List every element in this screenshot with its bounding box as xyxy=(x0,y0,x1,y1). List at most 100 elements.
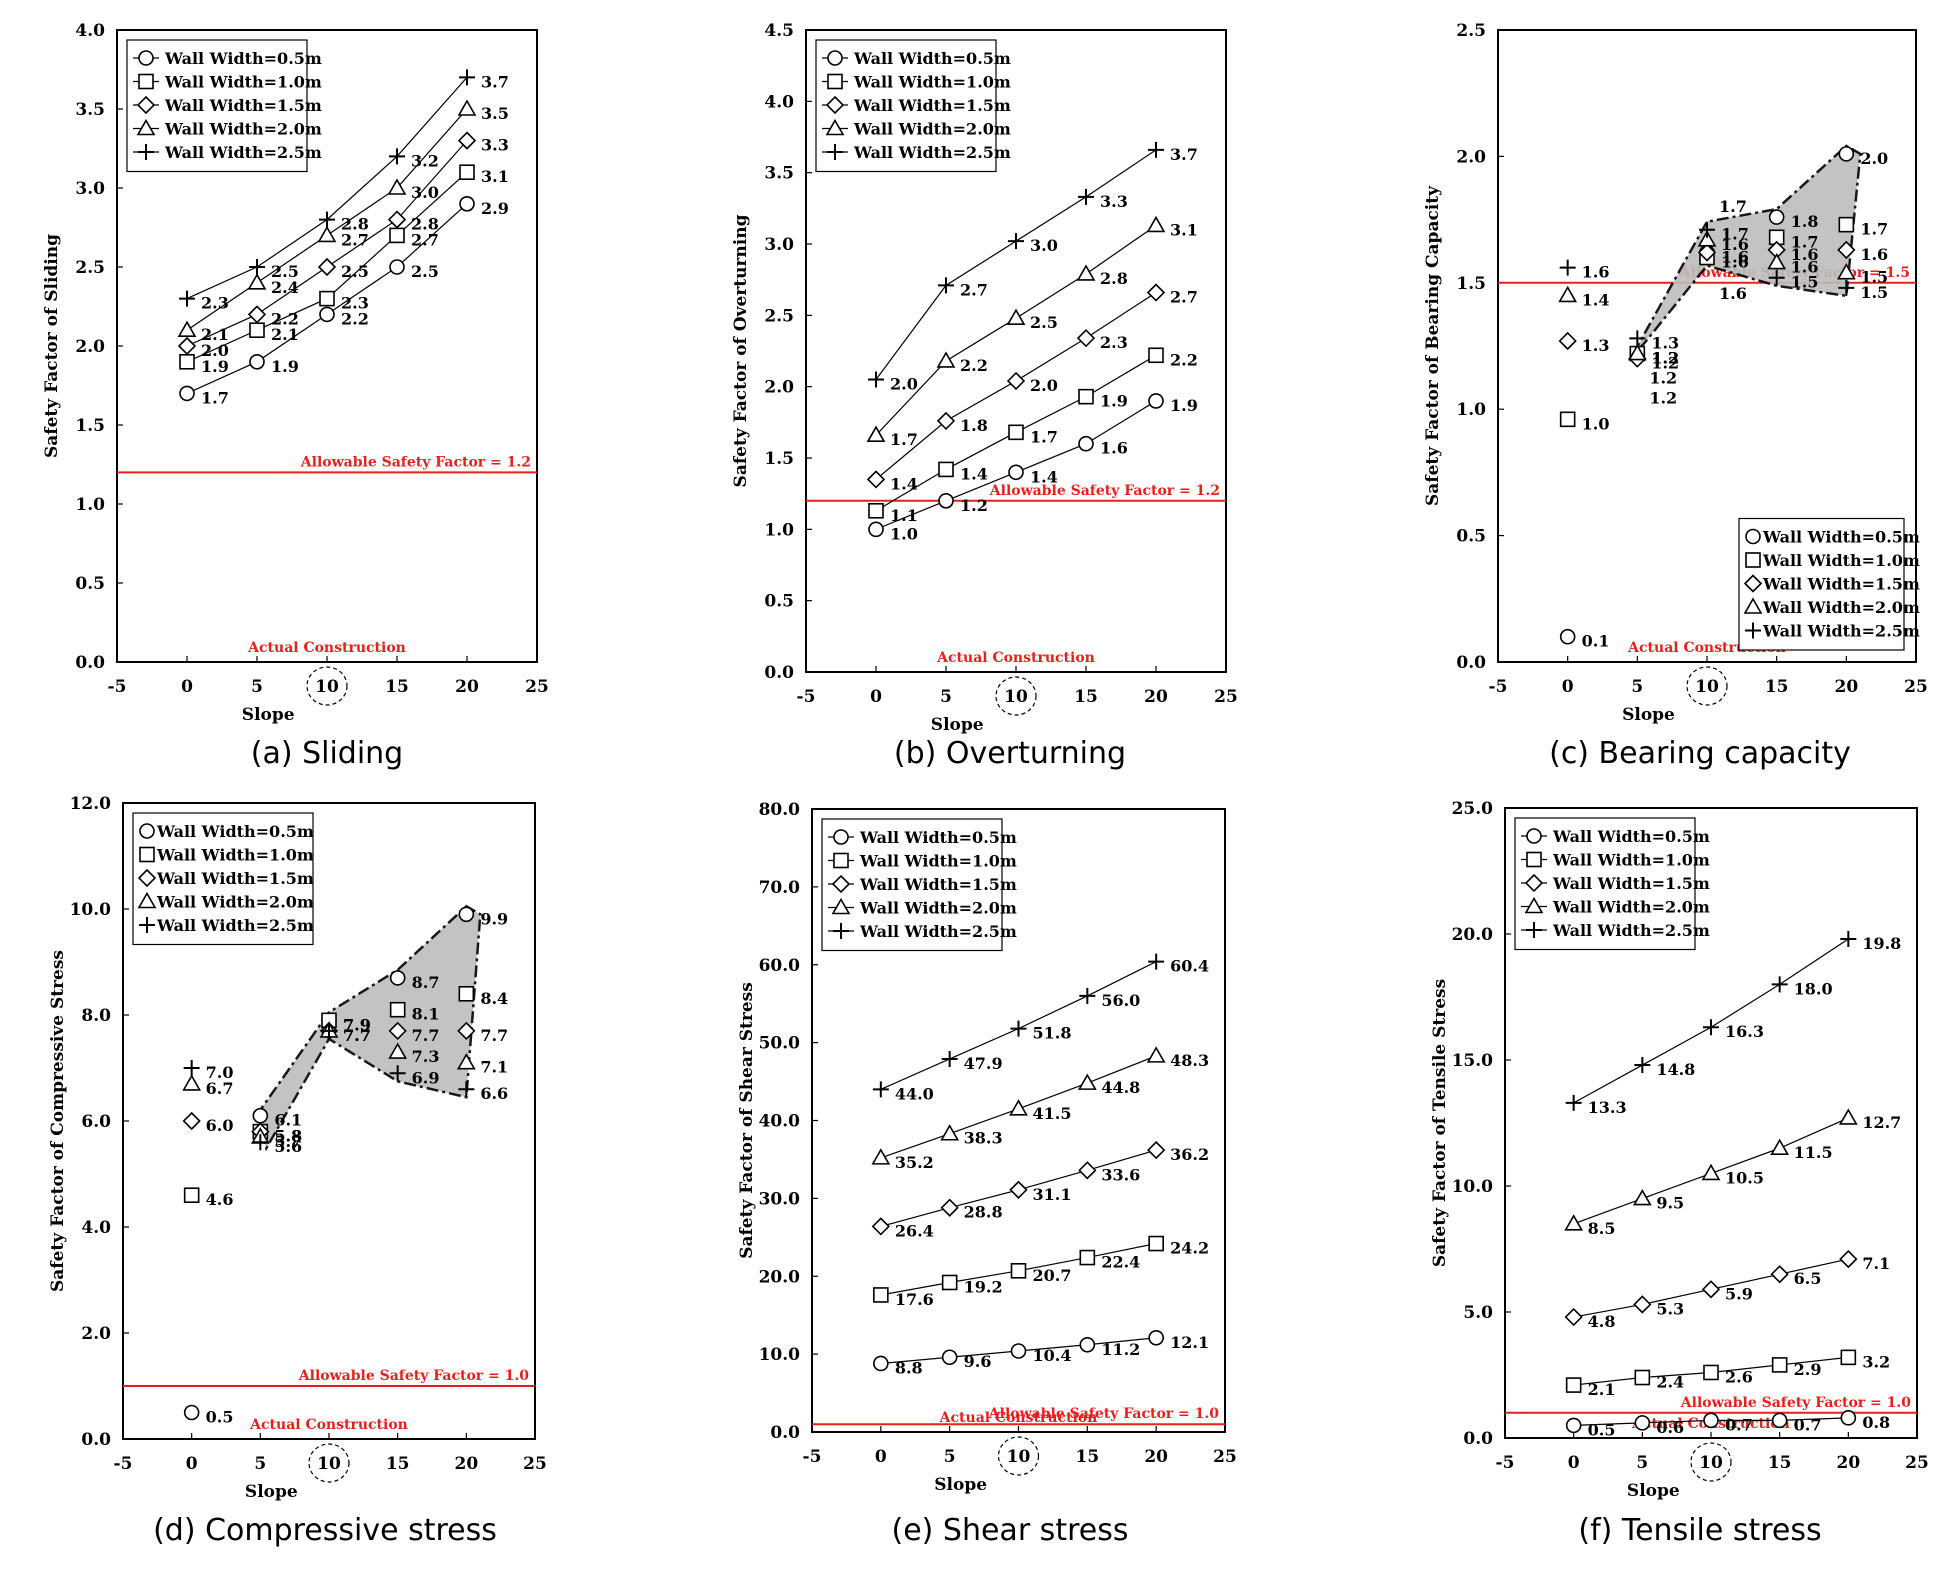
data-label: 1.6 xyxy=(1791,245,1819,264)
y-tick-label: 2.5 xyxy=(1456,21,1486,41)
data-label: 3.5 xyxy=(481,104,509,123)
data-point xyxy=(941,1050,958,1067)
data-point xyxy=(179,353,195,370)
data-label: 3.1 xyxy=(1170,220,1198,239)
x-tick-label: 20 xyxy=(454,1454,478,1474)
legend-marker xyxy=(137,868,157,888)
x-tick-label: 0 xyxy=(870,687,882,707)
x-tick-label: 15 xyxy=(385,677,409,697)
actual-construction-marker xyxy=(306,666,348,706)
x-tick-label: 20 xyxy=(1834,677,1858,697)
series-1: 1.7 1.9 2.2 2.5 2.9 xyxy=(179,196,509,407)
legend-label: Wall Width=2.0m xyxy=(1552,898,1710,917)
x-axis-title: Slope xyxy=(934,1475,987,1495)
y-tick-label: 20.0 xyxy=(1452,925,1494,945)
data-label: 2.0 xyxy=(890,375,918,394)
data-label: 19.2 xyxy=(964,1277,1003,1296)
actual-construction-label: Actual Construction xyxy=(249,1417,408,1433)
x-tick-label: 10 xyxy=(315,677,339,697)
data-point xyxy=(1840,1349,1857,1366)
data-point xyxy=(458,1081,475,1098)
data-label: 3.7 xyxy=(1170,145,1198,164)
data-label: 1.4 xyxy=(890,474,918,493)
shaded-region xyxy=(1632,144,1862,355)
data-label: 1.6 xyxy=(1721,247,1749,266)
x-tick-label: 0 xyxy=(181,677,193,697)
data-point xyxy=(388,1042,408,1059)
legend-marker xyxy=(138,50,154,66)
data-label: 8.4 xyxy=(480,989,508,1008)
panel-caption: (c) Bearing capacity xyxy=(1549,736,1851,771)
data-label: 3.2 xyxy=(1862,1352,1890,1371)
data-point xyxy=(1634,1369,1651,1386)
data-label: 1.8 xyxy=(960,416,988,435)
legend-marker xyxy=(825,118,845,136)
data-point xyxy=(459,69,475,86)
x-tick-label: 5 xyxy=(1631,677,1643,697)
data-label: 2.3 xyxy=(341,294,369,313)
legend-box xyxy=(126,39,308,173)
legend: Wall Width=0.5m Wall Width=1.0m Wall Width… xyxy=(126,39,322,173)
data-point xyxy=(872,1081,889,1098)
y-tick-label: 60.0 xyxy=(759,956,801,976)
data-label: 5.8 xyxy=(274,1127,302,1146)
data-label: 8.1 xyxy=(412,1005,440,1024)
legend-label: Wall Width=1.0m xyxy=(1762,551,1920,570)
data-label: 1.7 xyxy=(201,388,229,407)
y-tick-label: 8.0 xyxy=(81,1006,111,1026)
series-3: 1.4 1.8 2.0 2.3 2.7 xyxy=(866,283,1198,493)
data-label: 0.7 xyxy=(1725,1415,1753,1434)
data-label: 1.6 xyxy=(1100,439,1128,458)
legend-label: Wall Width=1.5m xyxy=(164,96,322,115)
y-tick-label: 3.5 xyxy=(75,100,105,120)
legend-marker xyxy=(825,95,845,115)
legend-label: Wall Width=0.5m xyxy=(859,828,1017,847)
data-label: 2.4 xyxy=(1656,1373,1684,1392)
data-point xyxy=(1701,1163,1721,1181)
data-point xyxy=(873,1355,889,1372)
x-tick-label: 5 xyxy=(1636,1453,1648,1473)
data-point xyxy=(457,1021,476,1041)
data-label: 7.1 xyxy=(480,1058,508,1077)
data-label: 12.1 xyxy=(1170,1333,1209,1352)
legend-marker xyxy=(1526,851,1542,868)
x-tick-label: -5 xyxy=(803,1447,822,1467)
x-tick-label: 20 xyxy=(455,677,479,697)
data-point xyxy=(1146,215,1166,233)
data-label: 0.5 xyxy=(206,1408,234,1427)
data-label: 44.0 xyxy=(895,1084,934,1103)
data-point xyxy=(1559,628,1576,645)
legend-marker xyxy=(137,891,157,909)
x-tick-label: 10 xyxy=(1004,687,1028,707)
x-tick-label: 20 xyxy=(1144,1447,1168,1467)
data-label: 8.5 xyxy=(1588,1219,1616,1238)
data-label: 9.9 xyxy=(480,909,508,928)
x-tick-label: 15 xyxy=(386,1454,410,1474)
y-tick-label: 50.0 xyxy=(759,1034,801,1054)
data-label: 1.7 xyxy=(1721,225,1749,244)
data-label: 56.0 xyxy=(1101,991,1140,1010)
data-point xyxy=(1703,1364,1719,1381)
data-label: 3.3 xyxy=(481,136,509,155)
data-label: 10.4 xyxy=(1033,1346,1072,1365)
data-point xyxy=(1839,1249,1858,1269)
x-tick-label: 25 xyxy=(1904,677,1928,697)
data-label: 2.8 xyxy=(411,215,439,234)
y-axis-title: Safety Factor of Overturning xyxy=(731,214,751,487)
legend-marker xyxy=(1745,528,1761,545)
y-tick-label: 15.0 xyxy=(1452,1051,1494,1071)
data-label: 44.8 xyxy=(1101,1078,1140,1097)
data-label: 51.8 xyxy=(1033,1024,1072,1043)
data-label: 7.7 xyxy=(480,1026,508,1045)
y-tick-label: 2.0 xyxy=(81,1324,111,1344)
y-axis-title: Safety Factor of Compressive Stress xyxy=(48,950,68,1292)
actual-construction-label: Actual Construction xyxy=(936,650,1095,666)
data-point xyxy=(1565,1094,1582,1111)
data-point xyxy=(1627,343,1647,361)
legend-marker xyxy=(833,923,849,939)
panel-caption: (b) Overturning xyxy=(894,736,1126,771)
data-point xyxy=(1010,1343,1027,1359)
series-5: 1.61.31.71.51.5 xyxy=(1559,221,1888,352)
data-label: 0.1 xyxy=(1582,632,1610,651)
data-point xyxy=(938,277,954,294)
